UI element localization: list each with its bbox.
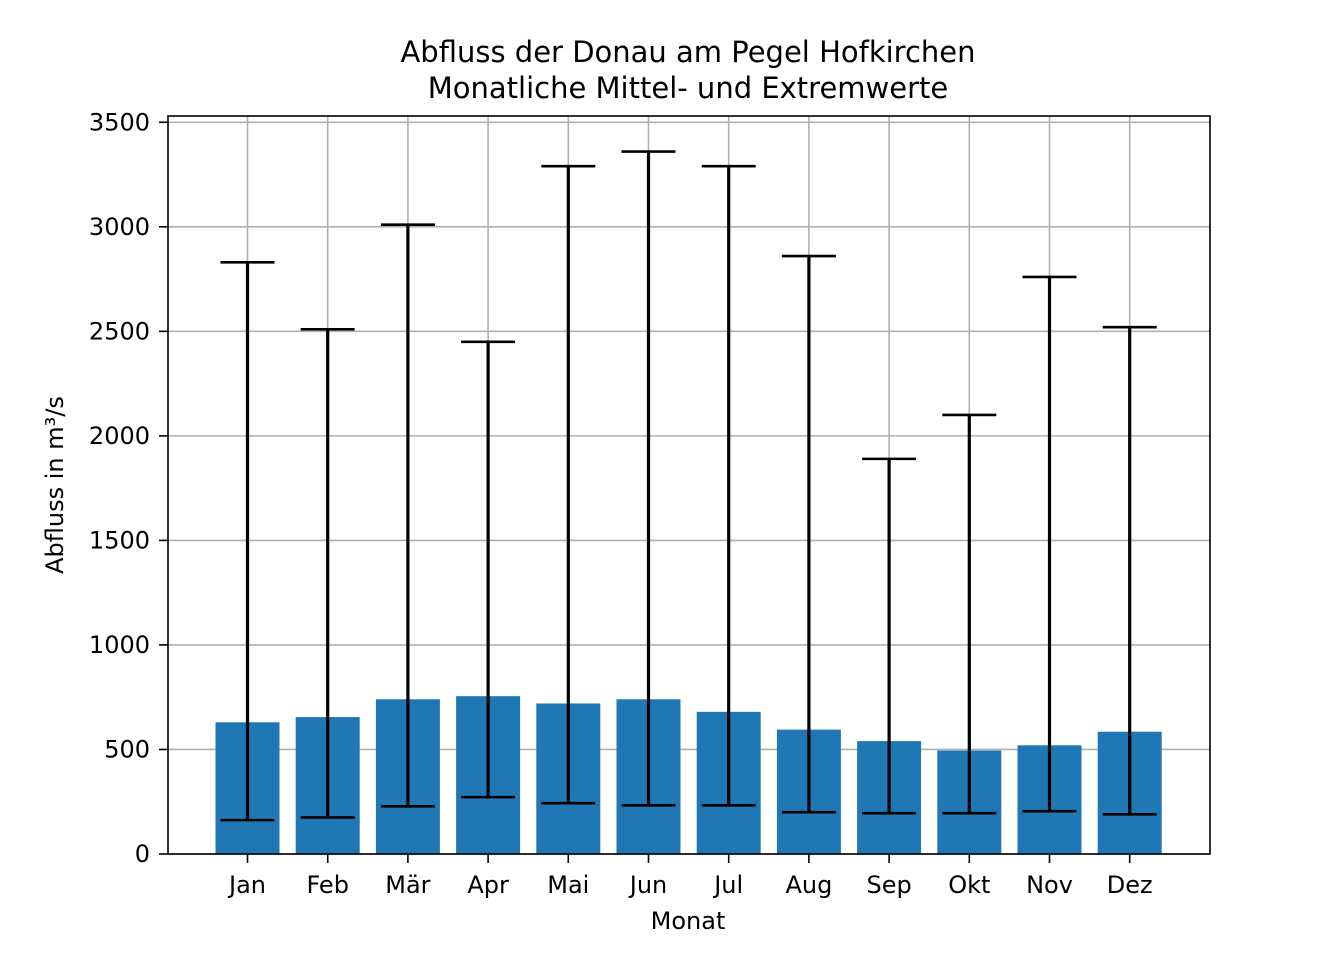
y-tick-label: 500	[104, 735, 150, 763]
x-tick-label: Dez	[1107, 871, 1153, 899]
y-tick-label: 3500	[89, 108, 150, 136]
bars	[215, 696, 1162, 854]
y-axis-ticks: 0 500 1000 1500 2000 2500 3000 3500	[89, 108, 168, 868]
x-tick-label: Sep	[866, 871, 911, 899]
x-tick-label: Okt	[948, 871, 990, 899]
x-axis-label: Monat	[651, 907, 726, 935]
x-tick-label: Feb	[306, 871, 349, 899]
x-tick-label: Nov	[1026, 871, 1073, 899]
y-axis-label: Abfluss in m³/s	[41, 396, 69, 574]
x-tick-label: Jun	[628, 871, 668, 899]
error-bars	[220, 150, 1157, 822]
y-tick-label: 2000	[89, 422, 150, 450]
y-tick-label: 3000	[89, 213, 150, 241]
y-tick-label: 2500	[89, 317, 150, 345]
x-tick-label: Mai	[547, 871, 589, 899]
y-tick-label: 1500	[89, 526, 150, 554]
chart-subtitle: Monatliche Mittel- und Extremwerte	[428, 71, 949, 105]
y-tick-label: 0	[135, 840, 150, 868]
x-tick-label: Jul	[712, 871, 743, 899]
plot-frame	[167, 115, 1211, 855]
x-tick-label: Aug	[785, 871, 832, 899]
x-tick-label: Mär	[385, 871, 430, 899]
y-tick-label: 1000	[89, 631, 150, 659]
x-tick-label: Apr	[467, 871, 509, 899]
x-axis-ticks: Jan Feb Mär Apr Mai Jun Jul Aug Sep Okt Nov Dez	[227, 854, 1153, 899]
chart-title: Abfluss der Donau am Pegel Hofkirchen	[400, 35, 975, 69]
x-tick-label: Jan	[227, 871, 266, 899]
